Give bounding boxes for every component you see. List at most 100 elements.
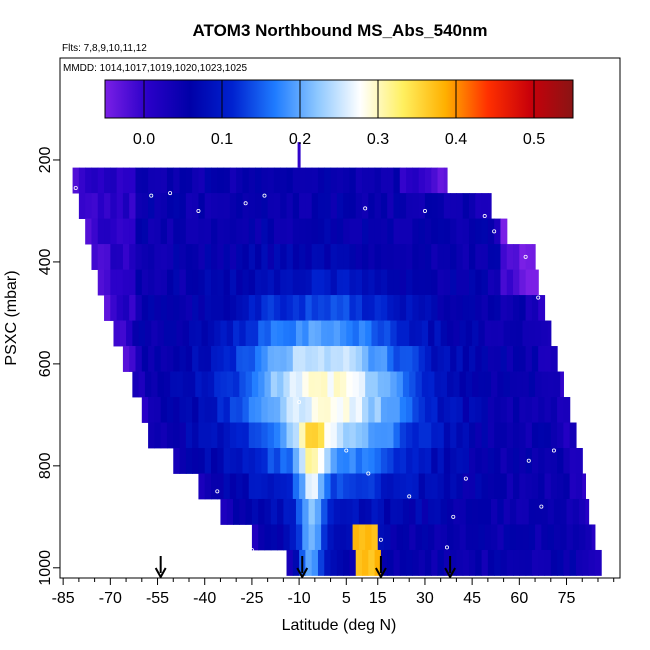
heatmap-cell [494, 244, 502, 270]
heatmap-cell [362, 448, 369, 474]
sample-point [243, 201, 248, 206]
heatmap-cell [217, 167, 225, 194]
heatmap-cell [519, 473, 527, 500]
heatmap-cell [484, 320, 492, 347]
heatmap-cell [374, 167, 382, 194]
heatmap-cell [201, 371, 209, 398]
heatmap-cell [242, 422, 250, 449]
heatmap-cell [494, 549, 502, 576]
heatmap-cell [393, 244, 401, 270]
heatmap-cell [154, 422, 162, 449]
heatmap-cell [491, 320, 498, 347]
heatmap-cell [185, 448, 193, 474]
heatmap-cell [308, 371, 316, 398]
y-tick-label: 200 [37, 147, 54, 174]
heatmap-cell [355, 193, 363, 219]
heatmap-cell [421, 524, 429, 551]
heatmap-cell [390, 498, 398, 525]
heatmap-cell [336, 167, 344, 194]
heatmap-cell [491, 524, 498, 551]
heatmap-cell [217, 397, 225, 423]
heatmap-cell [336, 473, 344, 500]
heatmap-cell [324, 167, 332, 194]
heatmap-cell [198, 448, 206, 474]
heatmap-cell [547, 524, 555, 551]
heatmap-cell [434, 524, 442, 551]
heatmap-cell [292, 193, 300, 219]
heatmap-cell [393, 295, 401, 321]
heatmap-cell [522, 524, 530, 551]
flight-arrow [154, 556, 167, 578]
heatmap-cell [336, 549, 344, 576]
heatmap-cell [506, 346, 514, 372]
heatmap-cell [258, 524, 266, 551]
heatmap-cell [305, 244, 313, 270]
heatmap-cell [424, 295, 432, 321]
heatmap-cell [450, 473, 457, 500]
heatmap-cell [362, 167, 369, 194]
heatmap-cell [481, 422, 489, 449]
heatmap-cell [211, 193, 218, 219]
heatmap-cell [374, 244, 382, 270]
heatmap-cell [239, 498, 247, 525]
heatmap-cell [462, 549, 470, 576]
heatmap-cell [531, 448, 539, 474]
heatmap-cell [487, 422, 495, 449]
heatmap-cell [126, 320, 133, 347]
heatmap-cell [594, 549, 602, 576]
heatmap-cell [371, 498, 379, 525]
heatmap-cell [343, 346, 351, 372]
heatmap-cell [402, 498, 410, 525]
heatmap-cell [295, 371, 303, 398]
heatmap-cell [365, 320, 373, 347]
heatmap-cell [412, 244, 420, 270]
heatmap-cell [85, 193, 93, 219]
heatmap-cell [261, 346, 269, 372]
heatmap-cell [317, 167, 325, 194]
heatmap-cell [248, 346, 256, 372]
heatmap-cell [277, 524, 284, 551]
heatmap-cell [277, 498, 284, 525]
heatmap-cell [446, 498, 454, 525]
heatmap-cell [585, 524, 593, 551]
heatmap-cell [406, 397, 413, 423]
heatmap-cell [336, 269, 344, 296]
heatmap-cell [104, 295, 111, 321]
heatmap-cell [406, 448, 413, 474]
heatmap-cell [299, 346, 306, 372]
heatmap-cell [173, 346, 181, 372]
heatmap-cell [355, 422, 363, 449]
heatmap-cell [236, 448, 244, 474]
flight-arrow [444, 556, 456, 578]
heatmap-cell [522, 498, 530, 525]
heatmap-cell [365, 524, 373, 551]
heatmap-cell [340, 524, 347, 551]
heatmap-cell [188, 320, 196, 347]
heatmap-cell [481, 269, 489, 296]
colorbar-tick-label: 0.1 [211, 131, 233, 148]
heatmap-cell [352, 498, 360, 525]
heatmap-cell [355, 167, 363, 194]
heatmap-cell [135, 346, 143, 372]
heatmap-cell [251, 524, 259, 551]
heatmap-cell [468, 422, 476, 449]
heatmap-cell [311, 473, 319, 500]
heatmap-cell [553, 371, 561, 398]
heatmap-cell [399, 346, 407, 372]
heatmap-cell [182, 320, 190, 347]
heatmap-cell [352, 320, 360, 347]
heatmap-cell [538, 397, 546, 423]
heatmap-cell [327, 498, 335, 525]
heatmap-cell [242, 346, 250, 372]
heatmap-cell [475, 244, 483, 270]
heatmap-cell [336, 244, 344, 270]
heatmap-cell [393, 448, 401, 474]
heatmap-cell [437, 167, 445, 194]
heatmap-cell [173, 422, 181, 449]
heatmap-cell [305, 295, 313, 321]
heatmap-cell [516, 498, 524, 525]
heatmap-cell [406, 218, 413, 245]
heatmap-cell [412, 269, 420, 296]
x-tick-label: 30 [416, 590, 434, 607]
heatmap-cell [421, 320, 429, 347]
